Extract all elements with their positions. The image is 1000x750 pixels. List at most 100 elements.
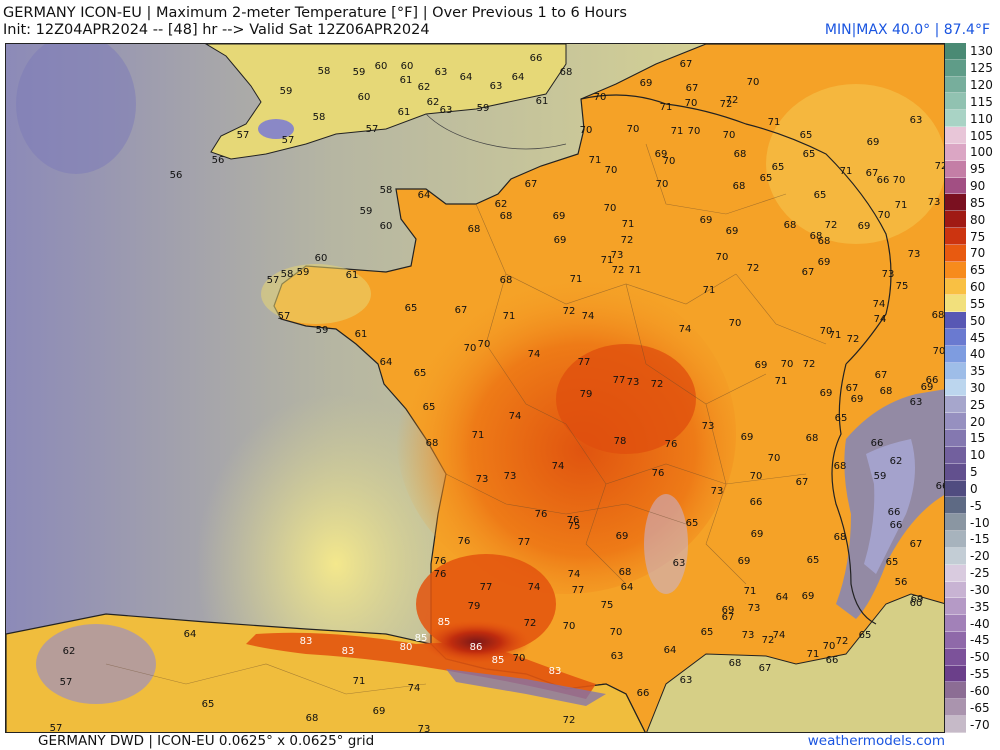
temperature-value-label: 73 (418, 724, 431, 733)
temperature-value-label: 74 (509, 411, 522, 422)
temperature-value-label: 72 (825, 220, 838, 231)
temperature-value-label: 64 (664, 645, 677, 656)
temperature-value-label: 76 (567, 515, 580, 526)
temperature-value-label: 70 (478, 339, 491, 350)
temperature-value-label: 68 (306, 713, 319, 724)
colorbar-swatch (945, 329, 966, 346)
init-valid-time: Init: 12Z04APR2024 -- [48] hr --> Valid … (3, 22, 430, 38)
temperature-value-label: 58 (318, 66, 331, 77)
temperature-value-label: 70 (747, 77, 760, 88)
temperature-value-label: 57 (278, 311, 291, 322)
temperature-value-label: 62 (890, 456, 903, 467)
temperature-value-label: 59 (353, 67, 366, 78)
temperature-value-label: 69 (751, 529, 764, 540)
colorbar-swatch (945, 514, 966, 532)
colorbar-swatch (945, 110, 966, 128)
temperature-value-label: 76 (434, 569, 447, 580)
colorbar-swatch (945, 497, 966, 515)
temperature-value-label: 66 (530, 53, 543, 64)
temperature-value-label: 71 (768, 117, 781, 128)
temperature-value-label: 65 (405, 303, 418, 314)
colorbar-swatch (945, 211, 966, 229)
colorbar-swatch (945, 345, 966, 363)
temperature-value-label: 77 (572, 585, 585, 596)
temperature-value-label: 66 (871, 438, 884, 449)
temperature-value-label: 65 (760, 173, 773, 184)
temperature-value-label: 76 (665, 439, 678, 450)
temperature-value-label: 73 (627, 377, 640, 388)
temperature-value-label: 67 (759, 663, 772, 674)
temperature-map[interactable]: 58 59 60 60 63 64 63 64 66 68 59 60 61 62 61 62 63 59 61 57… (5, 43, 945, 733)
temperature-value-label: 72 (935, 161, 945, 172)
temperature-value-label: 62 (495, 199, 508, 210)
temperature-value-label: 72 (563, 715, 576, 726)
temperature-value-label: 85 (415, 633, 428, 644)
temperature-value-label: 74 (528, 349, 541, 360)
temperature-value-label: 72 (612, 265, 625, 276)
temperature-value-label: 71 (353, 676, 366, 687)
colorbar-tick-label: 85 (970, 195, 986, 210)
colorbar-swatch (945, 59, 966, 77)
colorbar-swatch (945, 76, 966, 94)
temperature-value-label: 63 (910, 115, 923, 126)
colorbar-swatch (945, 716, 966, 733)
temperature-value-label: 75 (896, 281, 909, 292)
temperature-value-label: 83 (300, 636, 313, 647)
temperature-value-label: 71 (622, 219, 635, 230)
temperature-value-label: 66 (750, 497, 763, 508)
colorbar-tick-label: -35 (970, 599, 990, 614)
temperature-value-label: 69 (741, 432, 754, 443)
temperature-value-label: 69 (755, 360, 768, 371)
colorbar-swatch (945, 160, 966, 178)
temperature-value-label: 68 (468, 224, 481, 235)
temperature-value-label: 66 (926, 375, 939, 386)
temperature-value-label: 71 (895, 200, 908, 211)
temperature-value-label: 71 (472, 430, 485, 441)
colorbar-tick-label: -20 (970, 549, 990, 564)
temperature-value-label: 65 (202, 699, 215, 710)
temperature-value-label: 80 (400, 642, 413, 653)
temperature-value-label: 71 (775, 376, 788, 387)
colorbar-tick-label: 15 (970, 431, 986, 446)
temperature-value-label: 63 (680, 675, 693, 686)
colorbar-swatch (945, 564, 966, 582)
temperature-value-label: 61 (398, 107, 411, 118)
temperature-value-label: 67 (875, 370, 888, 381)
temperature-value-label: 70 (563, 621, 576, 632)
temperature-value-label: 56 (212, 155, 225, 166)
temperature-value-label: 73 (908, 249, 921, 260)
colorbar-swatch (945, 228, 966, 245)
temperature-value-label: 66 (877, 175, 890, 186)
colorbar-tick-label: 35 (970, 364, 986, 379)
temperature-value-label: 67 (796, 477, 809, 488)
temperature-value-label: 65 (686, 518, 699, 529)
temperature-value-label: 68 (733, 181, 746, 192)
germany-cooler-zone (766, 84, 944, 244)
footer-website[interactable]: weathermodels.com (807, 733, 945, 749)
temperature-value-label: 71 (629, 265, 642, 276)
temperature-value-label: 76 (535, 509, 548, 520)
temperature-value-label: 68 (734, 149, 747, 160)
colorbar-tick-label: 110 (970, 111, 993, 126)
temperature-value-label: 70 (893, 175, 906, 186)
temperature-value-label: 66 (890, 520, 903, 531)
colorbar-tick-label: 20 (970, 414, 986, 429)
temperature-value-label: 72 (762, 635, 775, 646)
pyrenees-crest-cold (446, 669, 606, 706)
min-max-readout: MIN|MAX 40.0° | 87.4°F (824, 22, 990, 38)
temperature-value-label: 70 (878, 210, 891, 221)
temperature-value-label: 70 (605, 165, 618, 176)
colorbar-tick-label: 65 (970, 263, 986, 278)
temperature-value-label: 72 (621, 235, 634, 246)
temperature-value-label: 71 (703, 285, 716, 296)
temperature-value-label: 73 (504, 471, 517, 482)
colorbar-swatch (945, 396, 966, 414)
temperature-value-label: 86 (470, 642, 483, 653)
france-alps-border (831, 363, 877, 625)
temperature-value-label: 69 (858, 221, 871, 232)
temperature-value-label: 69 (820, 388, 833, 399)
temperature-value-label: 69 (911, 594, 924, 605)
colorbar-tick-label: -5 (970, 498, 982, 513)
temperature-value-label: 73 (702, 421, 715, 432)
